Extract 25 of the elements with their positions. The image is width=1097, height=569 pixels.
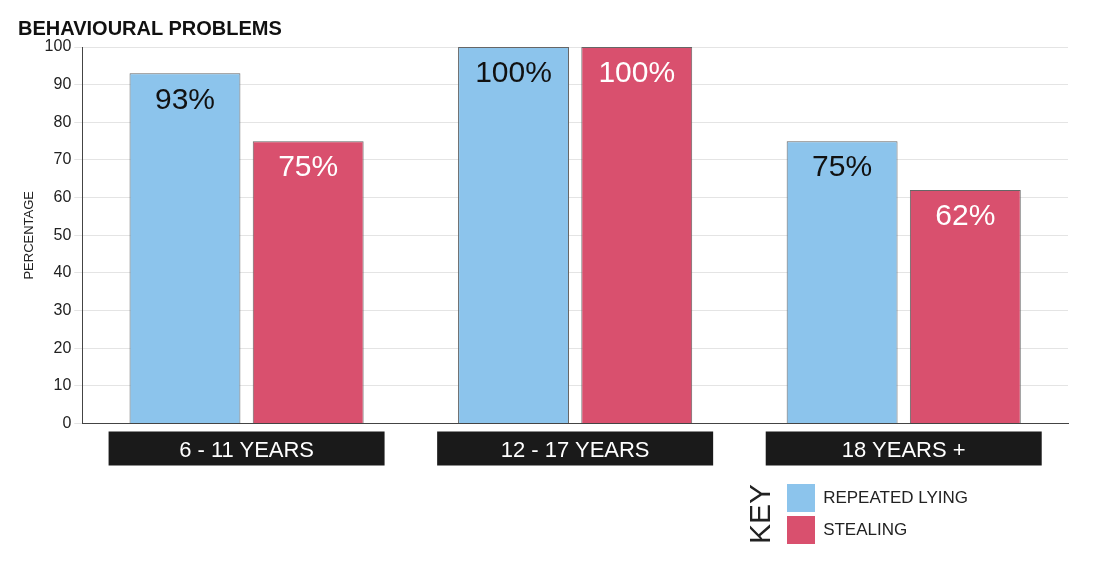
y-tick-label: 10	[53, 376, 72, 394]
data-label: 75%	[278, 149, 339, 183]
x-tick-label: 6 - 11 YEARS	[179, 436, 315, 462]
data-label: 75%	[812, 149, 873, 183]
y-tick-label: 70	[53, 150, 72, 168]
y-tick-label: 40	[53, 263, 72, 281]
x-tick-label: 12 - 17 YEARS	[500, 436, 650, 462]
y-tick-label: 80	[53, 112, 72, 130]
y-tick-label: 100	[44, 37, 72, 55]
data-label: 100%	[598, 55, 676, 89]
legend-label: STEALING	[823, 520, 908, 540]
legend-title: KEY	[743, 483, 778, 545]
y-tick-label: 30	[53, 301, 72, 319]
x-tick-label: 18 YEARS +	[841, 436, 966, 462]
y-tick-label: 60	[53, 188, 72, 206]
data-label: 62%	[935, 198, 996, 232]
data-label: 93%	[154, 81, 215, 115]
y-axis-title: PERCENTAGE	[21, 190, 37, 280]
y-tick-label: 50	[53, 225, 72, 243]
y-tick-label: 90	[53, 75, 72, 93]
data-label: 100%	[475, 55, 552, 89]
y-tick-label: 0	[62, 414, 72, 432]
chart-title: BEHAVIOURAL PROBLEMS	[18, 16, 282, 39]
legend-label: REPEATED LYING	[823, 488, 968, 508]
y-tick-label: 20	[53, 338, 72, 356]
